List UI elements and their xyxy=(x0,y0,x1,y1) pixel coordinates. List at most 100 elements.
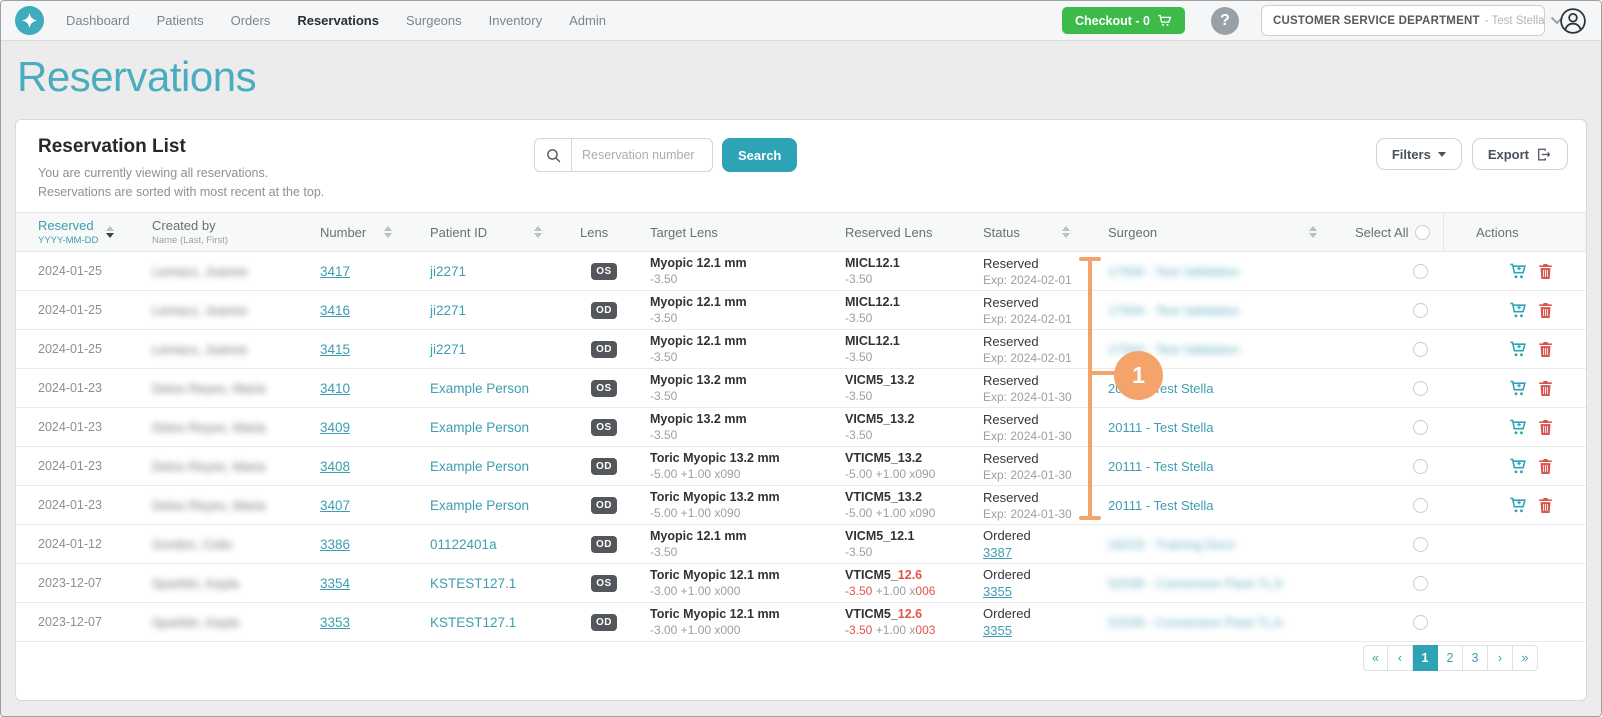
pagination-last-button[interactable]: » xyxy=(1513,645,1538,671)
surgeon-link[interactable]: 18223 - Training Docs xyxy=(1108,536,1236,552)
row-select-radio[interactable] xyxy=(1412,341,1428,357)
checkout-button[interactable]: Checkout - 0 xyxy=(1061,7,1185,34)
department-dropdown[interactable]: CUSTOMER SERVICE DEPARTMENT - Test Stell… xyxy=(1261,5,1563,36)
row-select-radio[interactable] xyxy=(1412,419,1428,435)
reservation-number-link[interactable]: 3416 xyxy=(320,302,351,318)
nav-item-orders[interactable]: Orders xyxy=(230,13,271,28)
column-header-number[interactable]: Number xyxy=(298,213,408,251)
pagination-prev-button[interactable]: ‹ xyxy=(1388,645,1413,671)
brand-logo[interactable] xyxy=(15,6,44,35)
column-header-reserved[interactable]: Reserved YYYY-MM-DD xyxy=(16,213,130,251)
reservation-number-link[interactable]: 3415 xyxy=(320,341,351,357)
column-header-status[interactable]: Status xyxy=(961,213,1086,251)
help-button[interactable]: ? xyxy=(1211,6,1239,35)
delete-reservation-button[interactable] xyxy=(1538,497,1553,514)
patient-id-link[interactable]: Example Person xyxy=(430,497,530,513)
patient-id-link[interactable]: Example Person xyxy=(430,419,530,435)
cell-select xyxy=(1333,291,1443,329)
order-number-link[interactable]: 3355 xyxy=(983,623,1012,638)
add-to-cart-button[interactable] xyxy=(1509,301,1527,319)
add-to-cart-button[interactable] xyxy=(1509,457,1527,475)
delete-reservation-button[interactable] xyxy=(1538,302,1553,319)
pagination-page-3[interactable]: 3 xyxy=(1463,645,1488,671)
patient-id-link[interactable]: ji2271 xyxy=(430,341,467,357)
reservation-number-link[interactable]: 3407 xyxy=(320,497,351,513)
row-select-radio[interactable] xyxy=(1412,302,1428,318)
reservation-number-link[interactable]: 3408 xyxy=(320,458,351,474)
search-button[interactable]: Search xyxy=(722,138,798,172)
add-to-cart-button[interactable] xyxy=(1509,340,1527,358)
sort-icon-status[interactable] xyxy=(1062,226,1070,238)
patient-id-link[interactable]: 01122401a xyxy=(430,536,497,552)
patient-id-link[interactable]: KSTEST127.1 xyxy=(430,575,517,591)
surgeon-link[interactable]: 17934 - Test Validation xyxy=(1108,263,1240,279)
patient-id-link[interactable]: ji2271 xyxy=(430,302,467,318)
export-button[interactable]: Export xyxy=(1471,138,1568,170)
surgeon-link[interactable]: 20111 - Test Stella xyxy=(1108,458,1214,474)
surgeon-link[interactable]: 17934 - Test Validation xyxy=(1108,302,1240,318)
sort-icon-number[interactable] xyxy=(384,226,392,238)
delete-reservation-button[interactable] xyxy=(1538,458,1553,475)
add-to-cart-button[interactable] xyxy=(1509,496,1527,514)
add-to-cart-button[interactable] xyxy=(1509,379,1527,397)
pagination-first-button[interactable]: « xyxy=(1363,645,1388,671)
delete-reservation-button[interactable] xyxy=(1538,380,1553,397)
reservation-number-link[interactable]: 3386 xyxy=(320,536,351,552)
delete-reservation-button[interactable] xyxy=(1538,263,1553,280)
row-select-radio[interactable] xyxy=(1412,497,1428,513)
reservation-list-panel: Reservation List You are currently viewi… xyxy=(15,119,1587,701)
nav-item-dashboard[interactable]: Dashboard xyxy=(66,13,130,28)
filters-button[interactable]: Filters xyxy=(1375,138,1462,170)
nav-item-inventory[interactable]: Inventory xyxy=(488,13,543,28)
reservation-number-link[interactable]: 3353 xyxy=(320,614,351,630)
row-select-radio[interactable] xyxy=(1412,575,1428,591)
pagination-page-2[interactable]: 2 xyxy=(1438,645,1463,671)
pagination-page-1[interactable]: 1 xyxy=(1413,645,1438,671)
surgeon-link[interactable]: 52539 - Conversion Pack TLJr xyxy=(1108,614,1284,630)
row-select-radio[interactable] xyxy=(1412,458,1428,474)
delete-reservation-button[interactable] xyxy=(1538,341,1553,358)
sort-icon-reserved[interactable] xyxy=(106,226,114,238)
order-number-link[interactable]: 3355 xyxy=(983,584,1012,599)
column-header-surgeon[interactable]: Surgeon xyxy=(1086,213,1333,251)
nav-item-reservations[interactable]: Reservations xyxy=(297,13,379,28)
cell-actions xyxy=(1443,369,1586,407)
surgeon-link[interactable]: 20111 - Test Stella xyxy=(1108,497,1214,513)
patient-id-link[interactable]: ji2271 xyxy=(430,263,467,279)
add-to-cart-button[interactable] xyxy=(1509,418,1527,436)
select-all-radio[interactable] xyxy=(1415,224,1431,240)
column-header-patient-id[interactable]: Patient ID xyxy=(408,213,558,251)
reservation-number-link[interactable]: 3409 xyxy=(320,419,351,435)
reservation-number-link[interactable]: 3354 xyxy=(320,575,351,591)
cell-actions xyxy=(1443,252,1586,290)
sort-icon-surgeon[interactable] xyxy=(1309,226,1317,238)
add-to-cart-button[interactable] xyxy=(1509,262,1527,280)
sort-icon-patient-id[interactable] xyxy=(534,226,542,238)
row-select-radio[interactable] xyxy=(1412,263,1428,279)
cell-surgeon: 18223 - Training Docs xyxy=(1086,525,1333,563)
pagination-next-button[interactable]: › xyxy=(1488,645,1513,671)
lens-eye-badge: OD xyxy=(591,301,617,319)
patient-id-link[interactable]: Example Person xyxy=(430,380,530,396)
user-profile-icon[interactable] xyxy=(1559,7,1587,35)
cell-surgeon: 20111 - Test Stella xyxy=(1086,447,1333,485)
reservation-number-link[interactable]: 3417 xyxy=(320,263,351,279)
row-select-radio[interactable] xyxy=(1412,614,1428,630)
patient-id-link[interactable]: KSTEST127.1 xyxy=(430,614,517,630)
nav-item-patients[interactable]: Patients xyxy=(156,13,204,28)
surgeon-link[interactable]: 20111 - Test Stella xyxy=(1108,419,1214,435)
row-select-radio[interactable] xyxy=(1412,536,1428,552)
patient-id-link[interactable]: Example Person xyxy=(430,458,530,474)
cell-target-lens: Toric Myopic 12.1 mm -3.00 +1.00 x000 xyxy=(650,568,780,598)
lens-eye-badge: OD xyxy=(591,340,617,358)
delete-reservation-button[interactable] xyxy=(1538,419,1553,436)
nav-item-admin[interactable]: Admin xyxy=(569,13,606,28)
cell-lens: OS xyxy=(558,564,628,602)
lens-eye-badge: OD xyxy=(591,496,617,514)
search-input[interactable] xyxy=(571,138,713,172)
order-number-link[interactable]: 3387 xyxy=(983,545,1012,560)
reservation-number-link[interactable]: 3410 xyxy=(320,380,351,396)
surgeon-link[interactable]: 52539 - Conversion Pack TLJr xyxy=(1108,575,1284,591)
row-select-radio[interactable] xyxy=(1412,380,1428,396)
nav-item-surgeons[interactable]: Surgeons xyxy=(405,13,462,28)
